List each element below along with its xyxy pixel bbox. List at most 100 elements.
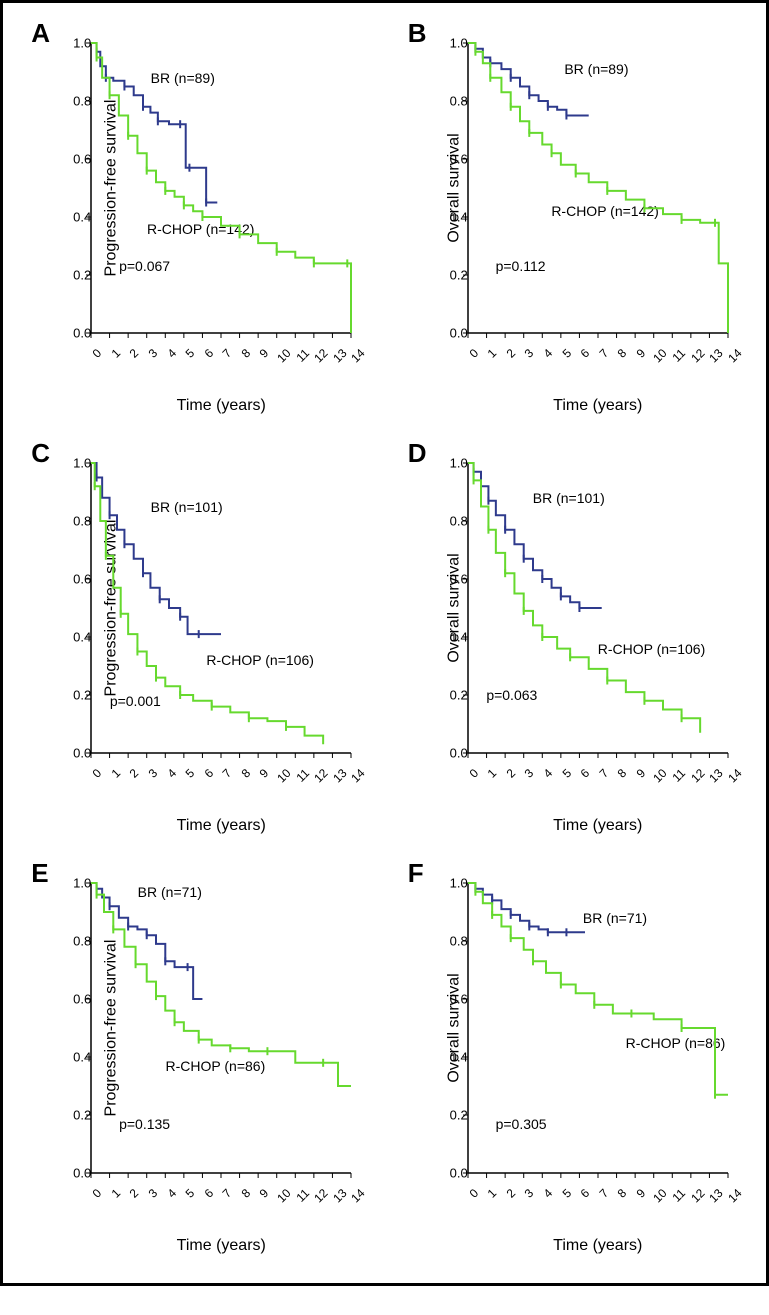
x-tick: 9 [634,346,649,361]
x-tick: 1 [485,1186,500,1201]
x-tick: 1 [108,766,123,781]
x-tick: 7 [220,1186,235,1201]
x-tick: 11 [669,346,688,365]
panel-F: FOverall survivalTime (years)0.00.20.40.… [388,853,758,1273]
x-tick: 1 [485,766,500,781]
x-tick: 12 [311,346,330,365]
x-tick: 1 [485,346,500,361]
km-curve-BR [91,43,217,203]
x-tick: 9 [634,1186,649,1201]
plot-area: BR (n=71)R-CHOP (n=86)p=0.135 [91,883,351,1173]
x-tick: 4 [164,346,179,361]
x-tick: 5 [559,766,574,781]
panel-label: E [31,858,48,889]
x-axis-label: Time (years) [91,1237,351,1255]
panel-label: D [408,438,427,469]
km-curve-BR [468,463,602,608]
km-curve-R-CHOP [91,883,351,1086]
panel-row: EProgression-free survivalTime (years)0.… [8,853,761,1273]
x-tick: 7 [596,1186,611,1201]
x-tick: 8 [615,346,630,361]
figure-container: AProgression-free survivalTime (years)0.… [0,0,769,1286]
panel-row: AProgression-free survivalTime (years)0.… [8,13,761,433]
x-tick: 12 [688,346,707,365]
x-tick: 3 [522,346,537,361]
x-tick: 3 [522,1186,537,1201]
plot-area: BR (n=101)R-CHOP (n=106)p=0.063 [468,463,728,753]
panel-A: AProgression-free survivalTime (years)0.… [11,13,381,433]
x-tick: 12 [688,766,707,785]
x-tick: 4 [541,346,556,361]
x-tick: 1 [108,346,123,361]
x-tick: 6 [201,1186,216,1201]
x-axis-label: Time (years) [468,817,728,835]
x-tick: 14 [725,346,744,365]
x-tick: 0 [90,766,105,781]
x-tick: 4 [541,766,556,781]
x-tick: 4 [164,1186,179,1201]
x-tick: 5 [559,1186,574,1201]
x-tick: 3 [146,1186,161,1201]
km-curve-BR [468,43,589,116]
panel-label: C [31,438,50,469]
x-tick: 9 [257,1186,272,1201]
panel-label: B [408,18,427,49]
x-tick: 11 [669,766,688,785]
plot-area: BR (n=101)R-CHOP (n=106)p=0.001 [91,463,351,753]
panel-label: A [31,18,50,49]
x-tick: 7 [596,346,611,361]
x-tick: 10 [651,1186,670,1205]
km-curve-R-CHOP [468,463,700,733]
x-tick: 6 [201,346,216,361]
x-tick: 9 [634,766,649,781]
x-tick: 2 [504,346,519,361]
plot-area: BR (n=89)R-CHOP (n=142)p=0.067 [91,43,351,333]
x-tick: 5 [183,1186,198,1201]
x-tick: 3 [146,766,161,781]
x-tick: 14 [725,1186,744,1205]
x-tick: 9 [257,346,272,361]
x-tick: 14 [348,1186,367,1205]
x-tick: 2 [504,1186,519,1201]
x-tick: 12 [311,1186,330,1205]
x-tick: 4 [541,1186,556,1201]
x-tick: 13 [706,346,725,365]
km-curve-BR [91,463,221,634]
x-tick: 11 [293,1186,312,1205]
x-tick: 13 [330,1186,349,1205]
x-tick: 3 [522,766,537,781]
km-curve-R-CHOP [91,463,323,744]
x-tick: 8 [238,346,253,361]
x-tick: 11 [669,1186,688,1205]
x-tick: 2 [127,766,142,781]
panel-row: CProgression-free survivalTime (years)0.… [8,433,761,853]
x-tick: 10 [274,1186,293,1205]
x-axis-label: Time (years) [468,1237,728,1255]
panel-D: DOverall survivalTime (years)0.00.20.40.… [388,433,758,853]
km-curve-R-CHOP [468,43,728,333]
x-tick: 12 [311,766,330,785]
x-tick: 12 [688,1186,707,1205]
x-tick: 6 [578,1186,593,1201]
x-tick: 0 [90,1186,105,1201]
x-tick: 8 [238,1186,253,1201]
x-tick: 8 [238,766,253,781]
x-tick: 13 [330,346,349,365]
x-tick: 11 [293,766,312,785]
plot-area: BR (n=89)R-CHOP (n=142)p=0.112 [468,43,728,333]
km-curve-R-CHOP [468,883,728,1095]
x-tick: 14 [348,766,367,785]
x-tick: 3 [146,346,161,361]
x-tick: 10 [274,766,293,785]
plot-area: BR (n=71)R-CHOP (n=86)p=0.305 [468,883,728,1173]
panel-B: BOverall survivalTime (years)0.00.20.40.… [388,13,758,433]
x-tick: 6 [578,346,593,361]
km-curve-BR [468,883,585,932]
x-tick: 7 [596,766,611,781]
x-tick: 9 [257,766,272,781]
x-tick: 6 [578,766,593,781]
x-tick: 0 [466,346,481,361]
x-tick: 2 [504,766,519,781]
x-tick: 13 [706,766,725,785]
x-tick: 7 [220,346,235,361]
